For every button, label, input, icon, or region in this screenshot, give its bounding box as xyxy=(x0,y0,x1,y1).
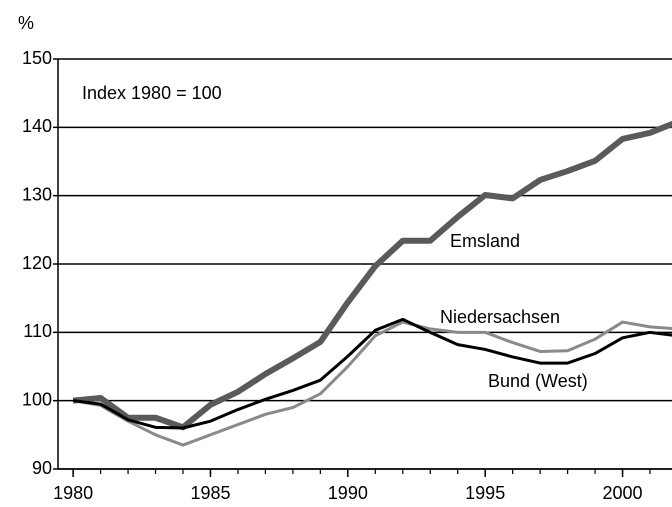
series-line xyxy=(72,120,672,431)
series-label: Niedersachsen xyxy=(440,307,560,327)
x-tick-label: 1990 xyxy=(328,483,368,503)
y-axis-label: % xyxy=(18,13,34,33)
x-tick-label: 2000 xyxy=(603,483,643,503)
x-tick-label: 1980 xyxy=(53,483,93,503)
annotation: Index 1980 = 100 xyxy=(82,83,222,103)
plot-area xyxy=(72,120,672,447)
series-line xyxy=(72,320,672,447)
y-tick-label: 120 xyxy=(22,253,52,273)
series-line xyxy=(72,317,672,430)
y-tick-label: 100 xyxy=(22,389,52,409)
y-tick-label: 150 xyxy=(22,48,52,68)
series-label: Emsland xyxy=(450,231,520,251)
y-tick-label: 90 xyxy=(32,458,52,478)
y-tick-label: 110 xyxy=(23,321,52,341)
y-tick-label: 140 xyxy=(22,116,52,136)
x-tick-label: 1995 xyxy=(465,483,505,503)
y-tick-label: 130 xyxy=(22,184,52,204)
x-tick-label: 1985 xyxy=(190,483,230,503)
series-label: Bund (West) xyxy=(488,371,588,391)
